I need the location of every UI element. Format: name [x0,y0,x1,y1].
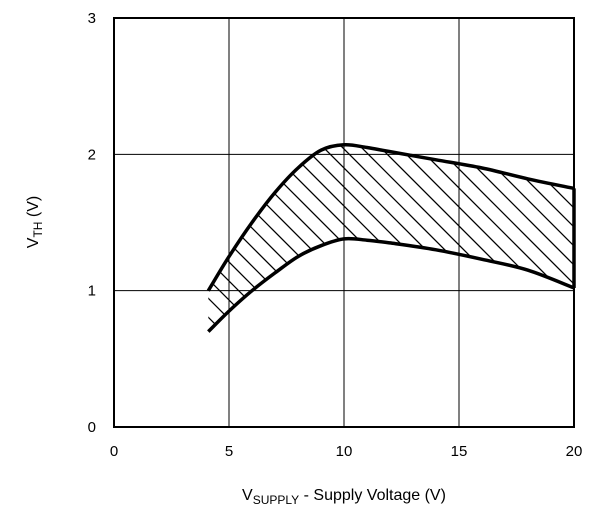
hatch-line [579,80,601,380]
grid-lines [114,18,574,427]
hatch-line [208,144,462,332]
y-axis-title: VTH (V) [25,196,45,248]
hatch-line [208,144,348,332]
hatch-line [0,80,157,380]
x-tick-label: 0 [110,443,118,460]
hatch-line [208,144,481,332]
hatch-line [369,144,575,332]
hatch-line [293,144,575,332]
tick-labels: 0 5 10 15 20 0 1 2 3 [88,10,583,460]
x-tick-label: 10 [336,443,353,460]
y-tick-label: 0 [88,419,96,436]
hatch-line [208,144,386,332]
hatch-fill [0,80,601,380]
hatch-line [208,144,329,332]
hatch-line [274,144,575,332]
hatch-line [208,144,405,332]
hatch-line [388,144,575,332]
hatch-line [236,144,538,332]
hatch-line [540,144,575,332]
y-tick-label: 1 [88,283,96,300]
hatch-line [208,144,424,332]
x-tick-label: 15 [451,443,468,460]
x-axis-title: VSUPPLY - Supply Voltage (V) [242,487,446,506]
hatch-line [217,144,519,332]
hatch-line [255,144,557,332]
hatch-line [208,144,310,332]
hatch-line [0,80,176,380]
plot-frame [113,17,575,428]
hatch-line [0,80,138,380]
hatch-line [445,144,575,332]
data-curves [206,142,576,333]
hatch-line [521,144,575,332]
hatch-line [559,144,575,332]
hatch-line [0,80,119,380]
y-tick-label: 2 [88,146,96,163]
x-tick-label: 5 [225,443,233,460]
hatch-line [208,144,443,332]
hatch-line [350,144,575,332]
hatch-line [502,144,575,332]
hatch-line [208,144,500,332]
hatch-line [0,80,195,380]
lower-bound-curve [207,236,575,333]
hatch-line [331,144,575,332]
hatch-line [464,144,575,332]
hatch-line [407,144,575,332]
hatch-line [0,80,100,380]
hatch-line [208,144,367,332]
x-tick-label: 20 [566,443,583,460]
upper-bound-curve [206,142,575,292]
y-tick-label: 3 [88,10,96,27]
